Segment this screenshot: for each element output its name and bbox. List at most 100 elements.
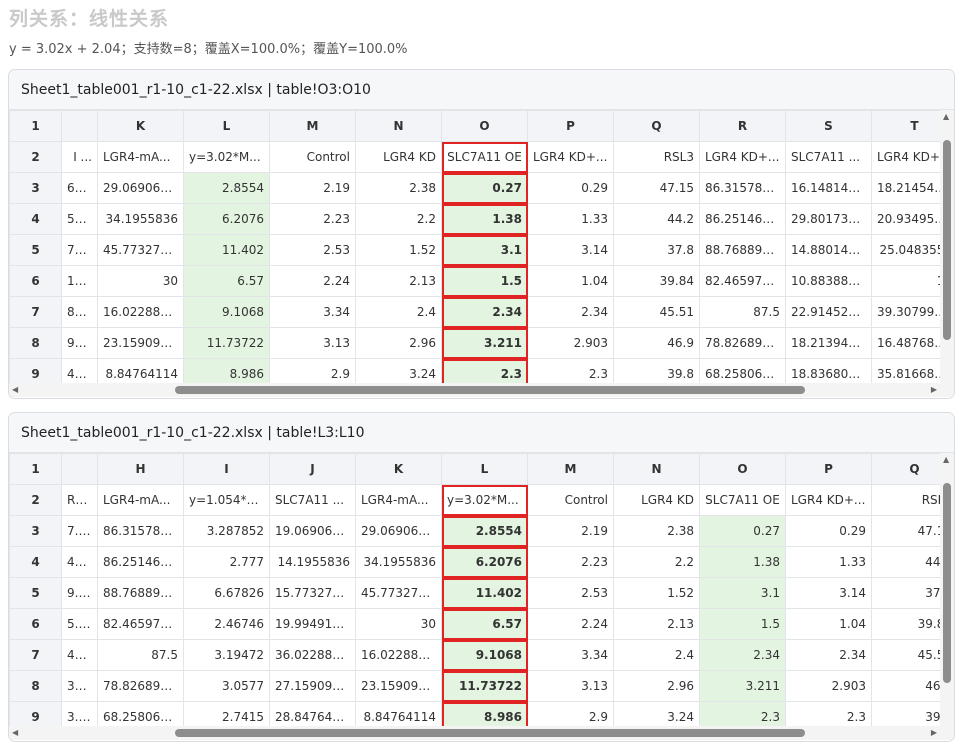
row-number[interactable]: 2	[9, 141, 62, 173]
table-cell[interactable]: 0.27	[699, 515, 786, 547]
table-cell[interactable]: 3.0577	[183, 670, 270, 702]
column-letter[interactable]: R	[699, 110, 786, 142]
scroll-left-arrow-icon[interactable]: ◀	[12, 728, 19, 737]
column-letter[interactable]: K	[97, 110, 184, 142]
header-cell[interactable]: RSL3	[61, 484, 98, 516]
header-cell[interactable]: Control	[269, 141, 356, 173]
header-cell[interactable]: SLC7A11 ...	[269, 484, 356, 516]
selected-cell[interactable]: 3.211	[441, 327, 528, 359]
table-cell[interactable]: 1.04	[527, 265, 614, 297]
table-cell[interactable]: 34.1955836	[355, 546, 442, 578]
row-number[interactable]: 1	[9, 453, 62, 485]
column-letter[interactable]	[61, 110, 98, 142]
table-cell[interactable]: 10.883882...	[785, 265, 872, 297]
table-cell[interactable]: 3.1	[699, 577, 786, 609]
table-cell[interactable]: 44.2	[61, 546, 98, 578]
grid-viewport[interactable]: 1 H I J K L M N O P Q 2 RSL3 LGR4-mA... y=1.054*D... SL…	[9, 453, 954, 740]
table-cell[interactable]: 3.211	[699, 670, 786, 702]
header-cell[interactable]: LGR4 KD+...	[699, 141, 786, 173]
row-number[interactable]: 7	[9, 296, 62, 328]
table-cell[interactable]: 16.022881...	[355, 639, 442, 671]
row-number[interactable]: 4	[9, 546, 62, 578]
table-cell[interactable]: 2.23	[527, 546, 614, 578]
table-cell[interactable]: 2.13	[355, 265, 442, 297]
selected-cell[interactable]: 9.1068	[441, 639, 528, 671]
row-number[interactable]: 8	[9, 670, 62, 702]
selected-cell[interactable]: 6.57	[441, 608, 528, 640]
header-cell[interactable]: RSL3	[613, 141, 700, 173]
selected-cell[interactable]: 2.8554	[441, 515, 528, 547]
table-cell[interactable]: 2.34	[785, 639, 872, 671]
table-cell[interactable]: 45.51	[613, 296, 700, 328]
table-cell[interactable]: 6.2076	[183, 203, 270, 235]
table-cell[interactable]: 18.213941...	[785, 327, 872, 359]
table-cell[interactable]: 2.38	[613, 515, 700, 547]
column-letter[interactable]: O	[441, 110, 528, 142]
table-cell[interactable]: 37.8	[613, 234, 700, 266]
header-cell[interactable]: y=1.054*D...	[183, 484, 270, 516]
header-cell[interactable]: LGR4-mA...	[355, 484, 442, 516]
header-cell[interactable]: SLC7A11 ...	[785, 141, 872, 173]
column-letter[interactable]: O	[699, 453, 786, 485]
table-cell[interactable]: 0.29	[785, 515, 872, 547]
table-cell[interactable]: 27.159090...	[269, 670, 356, 702]
column-letter[interactable]	[61, 453, 98, 485]
header-cell[interactable]: y=3.02*M...	[183, 141, 270, 173]
table-cell[interactable]: 90...	[61, 327, 98, 359]
table-cell[interactable]: 3.34	[269, 296, 356, 328]
scroll-left-arrow-icon[interactable]: ◀	[12, 385, 19, 394]
table-cell[interactable]: 86.251468...	[699, 203, 786, 235]
table-cell[interactable]: 3.13	[269, 327, 356, 359]
table-cell[interactable]: 14.880144...	[785, 234, 872, 266]
row-number[interactable]: 8	[9, 327, 62, 359]
table-cell[interactable]: 82.465972...	[97, 608, 184, 640]
table-cell[interactable]: 86.251468...	[97, 546, 184, 578]
row-number[interactable]: 2	[9, 484, 62, 516]
table-cell[interactable]: 29.069069...	[97, 172, 184, 204]
header-cell[interactable]: SLC7A11 OE	[699, 484, 786, 516]
table-cell[interactable]: 3.19472	[183, 639, 270, 671]
horizontal-scrollbar[interactable]: ◀ ▶	[9, 383, 954, 397]
table-cell[interactable]: 79...	[61, 234, 98, 266]
table-cell[interactable]: 30	[355, 608, 442, 640]
table-cell[interactable]: 2.46746	[183, 608, 270, 640]
table-cell[interactable]: 3.34	[527, 639, 614, 671]
table-cell[interactable]: 2.903	[527, 327, 614, 359]
table-cell[interactable]: 29.069069...	[355, 515, 442, 547]
table-cell[interactable]: 86.315789...	[97, 515, 184, 547]
column-letter[interactable]: P	[527, 110, 614, 142]
selected-cell[interactable]: 11.402	[441, 577, 528, 609]
column-letter[interactable]: L	[441, 453, 528, 485]
horizontal-scroll-thumb[interactable]	[175, 729, 805, 737]
table-cell[interactable]: 44.2	[613, 203, 700, 235]
header-cell[interactable]: y=3.02*M...	[441, 484, 528, 516]
table-cell[interactable]: 2.53	[269, 234, 356, 266]
column-letter[interactable]: P	[785, 453, 872, 485]
table-cell[interactable]: 69...	[61, 172, 98, 204]
vertical-scroll-thumb[interactable]	[943, 483, 951, 683]
table-cell[interactable]: 1.33	[527, 203, 614, 235]
table-cell[interactable]: 1.52	[355, 234, 442, 266]
table-cell[interactable]: 2.24	[269, 265, 356, 297]
column-letter[interactable]: S	[785, 110, 872, 142]
table-cell[interactable]: 2.53	[527, 577, 614, 609]
column-letter[interactable]: Q	[613, 110, 700, 142]
scroll-up-arrow-icon[interactable]: ▲	[943, 112, 950, 121]
table-cell[interactable]: 3.14	[527, 234, 614, 266]
table-cell[interactable]: 2.96	[355, 327, 442, 359]
column-letter[interactable]: K	[355, 453, 442, 485]
scroll-right-arrow-icon[interactable]: ▶	[930, 385, 937, 394]
table-cell[interactable]: 78.826895...	[97, 670, 184, 702]
table-cell[interactable]: 16.148148...	[785, 172, 872, 204]
header-cell[interactable]: LGR4 KD	[355, 141, 442, 173]
table-cell[interactable]: 3.13	[527, 670, 614, 702]
table-cell[interactable]: 2.38	[355, 172, 442, 204]
table-cell[interactable]: 7.15	[61, 515, 98, 547]
selected-cell[interactable]: 0.27	[441, 172, 528, 204]
vertical-scrollbar[interactable]: ▲ ▼	[940, 110, 954, 397]
table-cell[interactable]: 2.777	[183, 546, 270, 578]
table-cell[interactable]: 2.2	[613, 546, 700, 578]
selected-cell[interactable]: 2.34	[441, 296, 528, 328]
row-number[interactable]: 5	[9, 577, 62, 609]
table-cell[interactable]: 16.022881...	[97, 296, 184, 328]
